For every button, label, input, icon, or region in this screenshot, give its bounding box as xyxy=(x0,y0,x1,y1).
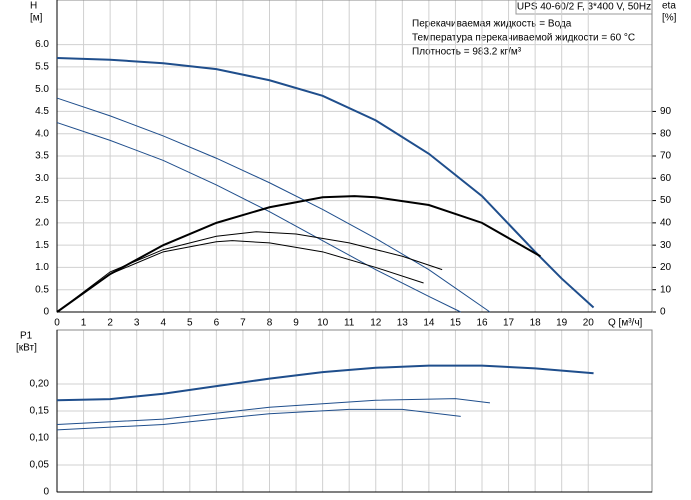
annotation: Плотность = 983.2 кг/м³ xyxy=(412,47,522,58)
curve xyxy=(56,56,595,309)
annotation: Перекачиваемая жидкость = Вода xyxy=(412,19,572,30)
y-tick-label: 2.0 xyxy=(35,217,49,228)
x-tick-label: 0 xyxy=(54,318,60,329)
x-tick-label: 13 xyxy=(397,318,409,329)
x-tick-label: 2 xyxy=(107,318,113,329)
y-tick-label: 2.5 xyxy=(35,195,49,206)
x-tick-label: 1 xyxy=(81,318,87,329)
x-tick-label: 19 xyxy=(556,318,568,329)
y2-tick-label: 40 xyxy=(660,217,672,228)
x-tick-label: 7 xyxy=(240,318,246,329)
curve xyxy=(56,398,491,425)
y2-tick-label: 50 xyxy=(660,195,672,206)
y-tick-label: 4.5 xyxy=(35,106,49,117)
y-tick-label: 0,15 xyxy=(30,406,50,417)
x-tick-label: 14 xyxy=(423,318,435,329)
chart-title: UPS 40-60/2 F, 3*400 V, 50Hz xyxy=(517,2,651,13)
x-tick-label: 12 xyxy=(370,318,382,329)
y2-tick-label: 70 xyxy=(660,151,672,162)
y2-tick-label: 90 xyxy=(660,106,672,117)
y-tick-label: 0.5 xyxy=(35,284,49,295)
y2-tick-label: 20 xyxy=(660,262,672,273)
x-label: Q [м³/ч] xyxy=(608,318,643,329)
curve xyxy=(56,231,443,313)
y-tick-label: 0,20 xyxy=(30,379,50,390)
y-tick-label: 0,10 xyxy=(30,433,50,444)
y-tick-label: 0,05 xyxy=(30,460,50,471)
x-tick-label: 20 xyxy=(583,318,595,329)
y2-unit: [%] xyxy=(662,13,677,24)
x-tick-label: 4 xyxy=(160,318,166,329)
y2-tick-label: 80 xyxy=(660,128,672,139)
curve xyxy=(56,240,424,313)
y-tick-label: 0 xyxy=(43,487,49,498)
x-tick-label: 17 xyxy=(503,318,515,329)
y-label: H xyxy=(30,1,37,12)
x-tick-label: 8 xyxy=(267,318,273,329)
y2-label: eta xyxy=(662,1,676,12)
y-tick-label: 0 xyxy=(43,307,49,318)
y-tick-label: 4.0 xyxy=(35,128,49,139)
y2-tick-label: 10 xyxy=(660,284,672,295)
curve xyxy=(56,364,594,402)
curve xyxy=(56,122,461,313)
x-tick-label: 3 xyxy=(134,318,140,329)
y-unit: [м] xyxy=(30,13,43,24)
y-tick-label: 5.5 xyxy=(35,61,49,72)
x-tick-label: 5 xyxy=(187,318,193,329)
x-tick-label: 10 xyxy=(317,318,329,329)
x-tick-label: 6 xyxy=(214,318,220,329)
x-tick-label: 11 xyxy=(344,318,355,329)
y-tick-label: 3.5 xyxy=(35,151,49,162)
curve xyxy=(56,195,541,313)
y-tick-label: 1.0 xyxy=(35,262,49,273)
x-tick-label: 18 xyxy=(530,318,542,329)
y-label: P1 xyxy=(20,331,33,342)
x-tick-label: 15 xyxy=(450,318,462,329)
y-tick-label: 1.5 xyxy=(35,240,49,251)
y2-tick-label: 0 xyxy=(660,307,666,318)
y-tick-label: 5.0 xyxy=(35,84,49,95)
y-tick-label: 6.0 xyxy=(35,39,49,50)
y2-tick-label: 30 xyxy=(660,240,672,251)
y-tick-label: 3.0 xyxy=(35,173,49,184)
annotation: Температура перекачиваемой жидкости = 60… xyxy=(412,33,635,44)
y2-tick-label: 60 xyxy=(660,173,672,184)
x-tick-label: 9 xyxy=(293,318,299,329)
y-unit: [кВт] xyxy=(16,343,37,354)
x-tick-label: 16 xyxy=(476,318,488,329)
curve xyxy=(56,408,461,431)
